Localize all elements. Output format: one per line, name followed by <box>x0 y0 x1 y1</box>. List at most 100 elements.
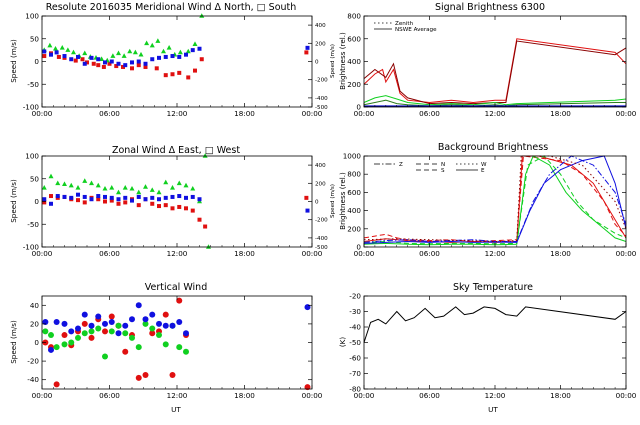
signal-y-tick-label-2: 200 <box>347 80 361 89</box>
background-y-tick-label-3: 400 <box>347 206 361 215</box>
signal-series-line-3 <box>363 95 627 106</box>
meridional-y-tick-label-1: -100 <box>23 103 40 112</box>
meridional-point-3-20 <box>170 54 175 59</box>
sky-series-line-1 <box>363 306 627 343</box>
meridional-y-tick-label-3: 0 <box>34 57 39 66</box>
zonal-point-3-5 <box>69 195 74 200</box>
sky-y-tick-label-7: -20 <box>349 292 361 301</box>
zonal-point-3-13 <box>123 195 128 200</box>
signal-y-tick-label-5: 800 <box>347 12 361 21</box>
zonal-y-tick-label-1: -100 <box>23 243 40 252</box>
meridional-point-3-9 <box>96 57 101 62</box>
zonal-y-tick-label-2: -50 <box>27 220 39 229</box>
meridional-point-3-14 <box>130 60 134 65</box>
meridional-point-1-19 <box>170 72 175 77</box>
signal-legend-label-2: NSWE Average <box>395 27 437 33</box>
meridional-wind-title: Resolute 2016035 Meridional Wind Δ North… <box>46 2 297 13</box>
signal-legend-label-1: Zenith <box>395 21 414 27</box>
vertical-x-tick-label-2: 06:00 <box>99 391 120 400</box>
vertical-point-3-19 <box>162 322 169 329</box>
sky-temperature-y-label: (K) <box>338 337 347 348</box>
sky-y-tick-label-3: -60 <box>349 354 361 363</box>
meridional-point-1-24 <box>304 50 309 55</box>
zonal-point-2-17 <box>149 187 155 192</box>
meridional-point-2-16 <box>127 48 133 54</box>
meridional-y2-tick-label-5: 200 <box>315 41 326 47</box>
meridional-point-2-19 <box>144 40 150 46</box>
meridional-point-2-17 <box>132 49 138 55</box>
meridional-point-2-21 <box>155 38 161 43</box>
vertical-y-tick-label-3: 0 <box>34 338 39 347</box>
signal-x-tick-label-3: 12:00 <box>485 109 506 118</box>
background-y-tick-label-6: 1000 <box>343 152 362 161</box>
vertical-y-tick-label-2: -20 <box>27 357 39 366</box>
vertical-wind-panel: Vertical Wind Speed (m/s) UT 00:00 06:00 1… <box>9 282 323 414</box>
background-legend-label-2: N <box>441 162 445 168</box>
meridional-point-3-11 <box>109 59 114 64</box>
zonal-point-1-19 <box>163 203 168 208</box>
vertical-point-3-6 <box>75 325 81 332</box>
vertical-point-1-7 <box>81 320 88 327</box>
vertical-point-3-7 <box>81 311 88 318</box>
signal-x-tick-label-1: 00:00 <box>354 109 375 118</box>
zonal-point-3-8 <box>89 197 94 202</box>
meridional-point-1-13 <box>121 64 125 69</box>
meridional-y-tick-label-4: 50 <box>30 34 40 43</box>
vertical-series-group <box>42 297 311 391</box>
zonal-x-tick-label-4: 18:00 <box>234 249 255 258</box>
signal-brightness-y-label: Brightness (rel.) <box>338 32 347 90</box>
sky-y-tick-label-2: -70 <box>349 369 361 378</box>
zonal-wind-title: Zonal Wind Δ East, □ West <box>112 145 240 156</box>
meridional-point-1-9 <box>96 63 101 68</box>
meridional-point-1-1 <box>42 54 47 59</box>
background-series-line-1 <box>363 155 627 243</box>
meridional-point-3-24 <box>197 46 202 51</box>
zonal-point-3-2 <box>49 201 53 206</box>
vertical-point-1-3 <box>53 381 60 388</box>
meridional-point-2-15 <box>121 53 127 58</box>
meridional-x-tick-label-2: 06:00 <box>99 109 120 118</box>
zonal-point-3-14 <box>130 198 134 203</box>
zonal-point-2-9 <box>95 182 101 188</box>
meridional-y2-tick-label-1: -500 <box>315 105 328 111</box>
vertical-point-2-13 <box>122 330 129 337</box>
vertical-point-3-21 <box>176 319 183 326</box>
zonal-y2-tick-label-5: 200 <box>315 181 326 187</box>
zonal-series-group <box>41 153 310 249</box>
vertical-wind-x-label: UT <box>171 405 181 414</box>
zonal-point-3-16 <box>143 197 148 202</box>
signal-y-tick-label-3: 400 <box>347 57 361 66</box>
zonal-point-3-25 <box>305 208 310 213</box>
zonal-point-1-12 <box>116 201 121 206</box>
vertical-point-2-19 <box>162 341 169 348</box>
meridional-plot-frame <box>41 15 313 108</box>
zonal-point-2-18 <box>156 189 162 195</box>
meridional-point-1-5 <box>73 58 78 63</box>
vertical-point-3-12 <box>115 330 122 337</box>
vertical-point-2-2 <box>48 332 54 339</box>
vertical-point-2-6 <box>75 334 81 341</box>
sky-x-tick-label-2: 06:00 <box>419 391 440 400</box>
vertical-point-1-8 <box>88 334 95 341</box>
vertical-point-3-18 <box>156 320 162 327</box>
zonal-point-1-1 <box>42 200 47 205</box>
meridional-point-3-1 <box>42 49 47 54</box>
zonal-point-2-2 <box>48 173 54 179</box>
zonal-y-tick-label-5: 100 <box>25 152 39 161</box>
vertical-point-2-21 <box>176 344 183 351</box>
zonal-point-1-15 <box>136 203 141 208</box>
zonal-point-1-2 <box>49 194 53 199</box>
vertical-point-3-2 <box>48 346 54 353</box>
zonal-point-2-26 <box>206 244 211 249</box>
background-y-tick-label-2: 200 <box>347 224 361 233</box>
meridional-point-1-20 <box>177 70 182 75</box>
sky-plot-frame <box>363 295 627 390</box>
zonal-point-2-21 <box>176 180 182 186</box>
sky-temperature-panel: Sky Temperature (K) UT 00:00 06:00 12:00 18… <box>338 282 637 414</box>
vertical-y-tick-label-4: 20 <box>30 319 40 328</box>
zonal-point-3-4 <box>62 194 67 199</box>
zonal-point-1-18 <box>157 204 161 209</box>
vertical-point-1-4 <box>61 332 68 339</box>
sky-x-tick-label-3: 12:00 <box>485 391 506 400</box>
